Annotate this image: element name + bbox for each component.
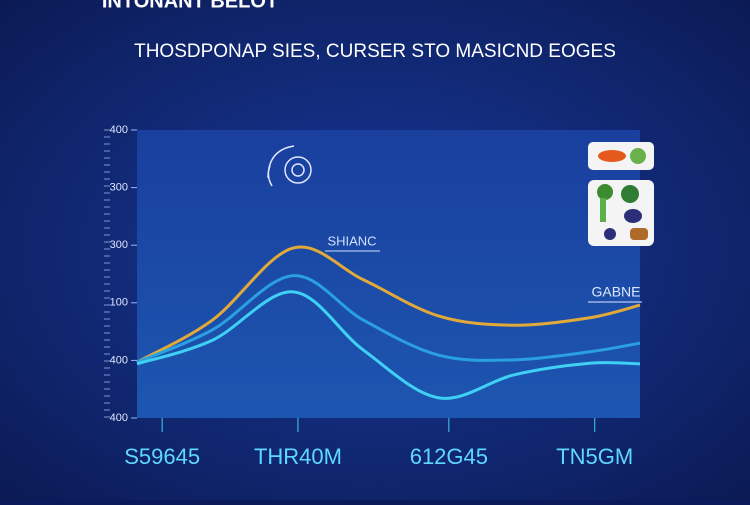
annotation: SHIANC	[327, 233, 376, 248]
x-tick-label: THR40M	[254, 444, 342, 469]
series-line	[136, 290, 641, 400]
food-icons	[588, 142, 654, 246]
x-tick-label: S59645	[124, 444, 200, 469]
chart-subtitle: THOSDPONAP SIES, CURSER STO MASICND EOGE…	[134, 41, 616, 62]
x-tick-label: 612G45	[410, 444, 488, 469]
y-tick-label: 400	[110, 124, 128, 136]
y-tick-label: 400	[110, 412, 128, 424]
chart-title: INTONANT BELOT	[102, 0, 278, 12]
series-line	[136, 245, 641, 364]
y-tick-label: 100	[110, 297, 128, 309]
y-tick-label: 300	[110, 182, 128, 194]
x-tick-label: TN5GM	[556, 444, 633, 469]
annotation: GABNE	[591, 284, 640, 300]
plot-area	[137, 130, 640, 418]
series-line	[136, 274, 641, 364]
y-tick-label: 300	[110, 239, 128, 251]
headphone-icon	[267, 145, 312, 187]
y-tick-label: 400	[110, 354, 128, 366]
